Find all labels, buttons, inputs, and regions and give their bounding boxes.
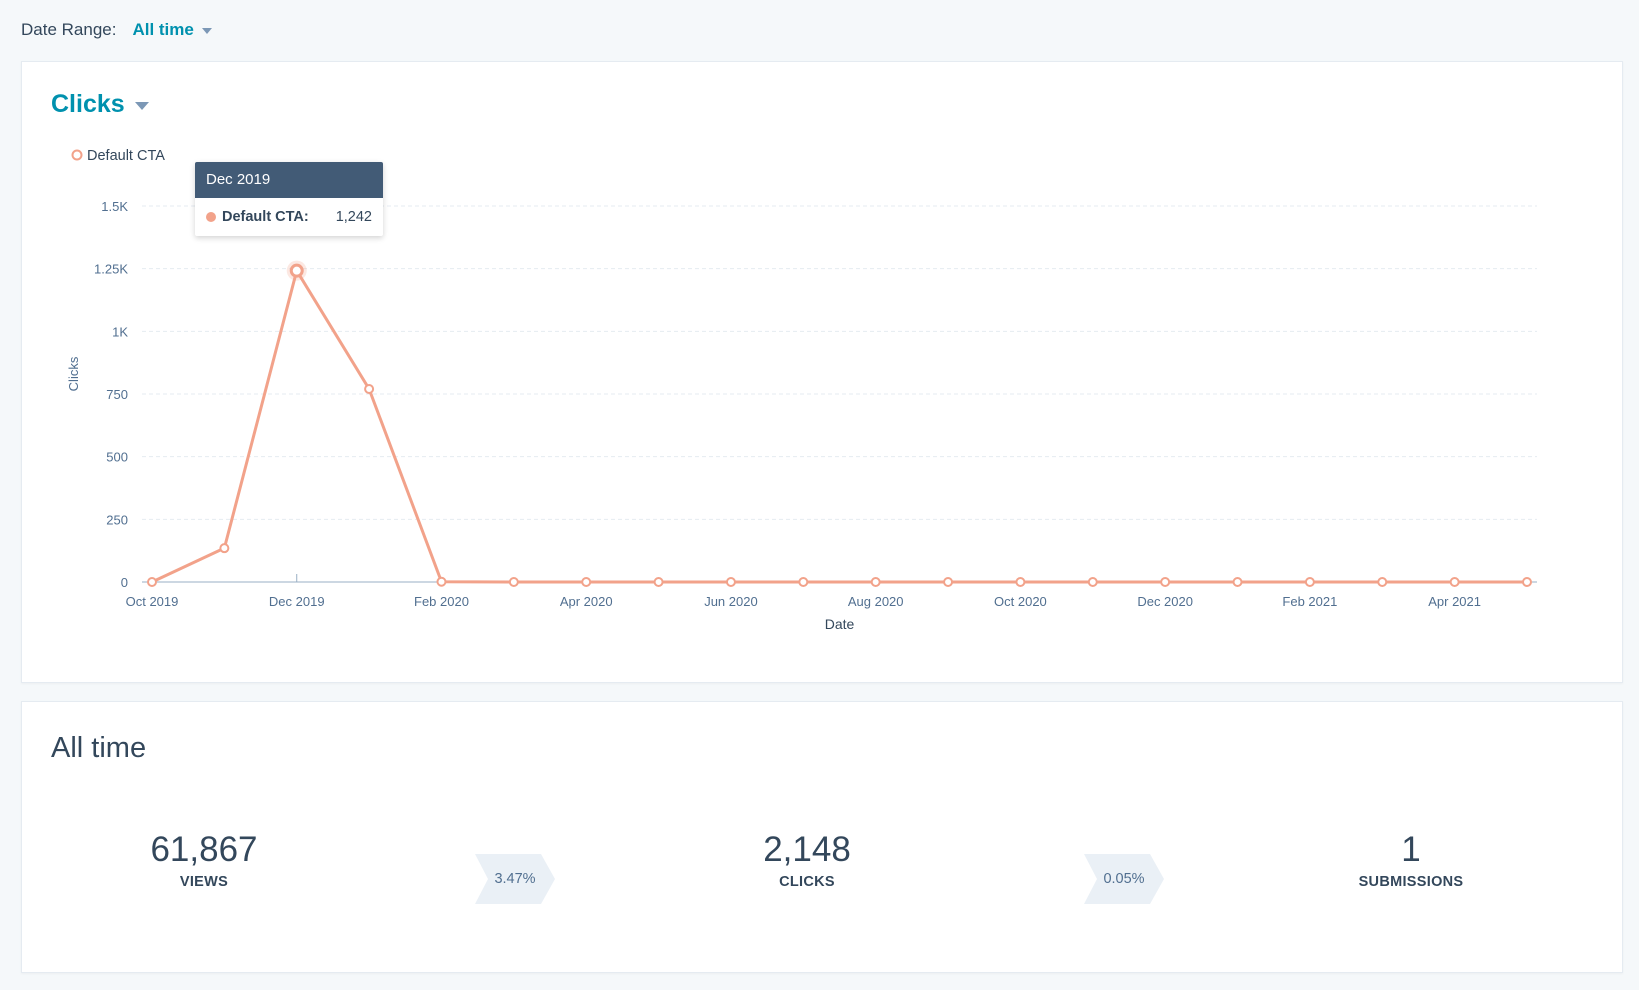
chart-tooltip: Dec 2019 Default CTA: 1,242 [195, 162, 383, 236]
x-tick-label: Oct 2020 [994, 594, 1047, 609]
x-tick-label: Aug 2020 [848, 594, 904, 609]
clicks-stat: 2,148 CLICKS [677, 830, 937, 890]
chevron-arrow-icon [475, 854, 555, 904]
tooltip-title: Dec 2019 [195, 162, 383, 198]
summary-card: All time 61,867 VIEWS 3.47% 2,148 CLICKS… [21, 701, 1623, 973]
click-to-submission-rate: 0.05% [1084, 854, 1164, 904]
data-point [436, 576, 447, 587]
data-point [219, 543, 230, 554]
data-point [581, 577, 592, 587]
date-range-label: Date Range: [21, 20, 117, 39]
data-point [943, 577, 954, 587]
x-tick-label: Feb 2021 [1282, 594, 1337, 609]
views-stat: 61,867 VIEWS [74, 830, 334, 890]
data-point [1377, 577, 1388, 587]
data-point [289, 263, 304, 278]
views-label: VIEWS [179, 874, 229, 890]
clicks-value: 2,148 [763, 830, 851, 869]
x-tick-label: Dec 2019 [269, 594, 325, 609]
y-tick-label: 250 [106, 512, 128, 527]
x-tick-label: Apr 2021 [1428, 594, 1481, 609]
summary-title: All time [51, 732, 147, 764]
chevron-arrow-icon [1084, 854, 1164, 904]
data-point [1304, 577, 1315, 587]
tooltip-series-name: Default CTA: [222, 209, 309, 225]
data-point [364, 383, 375, 394]
submissions-value: 1 [1401, 830, 1421, 869]
date-range-value: All time [132, 20, 194, 39]
data-point [725, 577, 736, 587]
data-point [508, 577, 519, 587]
legend-label: Default CTA [87, 148, 165, 164]
clicks-label: CLICKS [779, 874, 835, 890]
view-to-click-rate: 3.47% [475, 854, 555, 904]
submissions-stat: 1 SUBMISSIONS [1281, 830, 1541, 890]
x-tick-label: Oct 2019 [126, 594, 179, 609]
data-point [798, 577, 809, 587]
date-range-filter: Date Range: All time [21, 18, 212, 42]
y-tick-label: 0 [121, 575, 128, 590]
y-tick-label: 1.25K [94, 262, 128, 277]
date-range-dropdown[interactable]: All time [132, 20, 212, 40]
x-tick-label: Dec 2020 [1137, 594, 1193, 609]
y-tick-label: 500 [106, 450, 128, 465]
x-tick-label: Apr 2020 [560, 594, 613, 609]
chevron-down-icon [201, 28, 212, 34]
chevron-down-icon [134, 101, 149, 110]
y-tick-label: 1.5K [101, 199, 128, 214]
data-point [1449, 577, 1460, 587]
y-axis-title: Clicks [66, 356, 81, 391]
chart-card: Clicks 0 250 500 750 1K 1.25K 1.5K Oct 2019 Dec … [21, 61, 1623, 683]
view-to-click-rate-value: 3.47% [494, 871, 536, 887]
series-line [151, 269, 1527, 584]
submissions-label: SUBMISSIONS [1358, 874, 1464, 890]
data-point [870, 577, 881, 587]
data-point [147, 577, 157, 587]
data-point [1087, 577, 1098, 587]
clicks-line-chart: 0 250 500 750 1K 1.25K 1.5K Oct 2019 Dec 2019 Feb… [66, 148, 1537, 632]
data-point [1015, 577, 1026, 587]
y-tick-label: 750 [106, 387, 128, 402]
x-tick-label: Jun 2020 [704, 594, 758, 609]
legend-marker-icon [71, 149, 83, 161]
data-point [1160, 577, 1171, 587]
data-point [1232, 577, 1243, 587]
metric-dropdown[interactable]: Clicks [51, 90, 149, 119]
views-value: 61,867 [150, 830, 258, 869]
y-tick-label: 1K [112, 324, 128, 339]
x-tick-label: Feb 2020 [414, 594, 469, 609]
tooltip-body: Default CTA: 1,242 [195, 198, 383, 236]
metric-label: Clicks [51, 90, 125, 118]
series-dot-icon [206, 212, 216, 222]
x-axis-title: Date [825, 616, 855, 632]
tooltip-series-value: 1,242 [335, 209, 372, 225]
data-point [1522, 577, 1532, 587]
data-point [653, 577, 664, 587]
click-to-submission-rate-value: 0.05% [1103, 871, 1145, 887]
